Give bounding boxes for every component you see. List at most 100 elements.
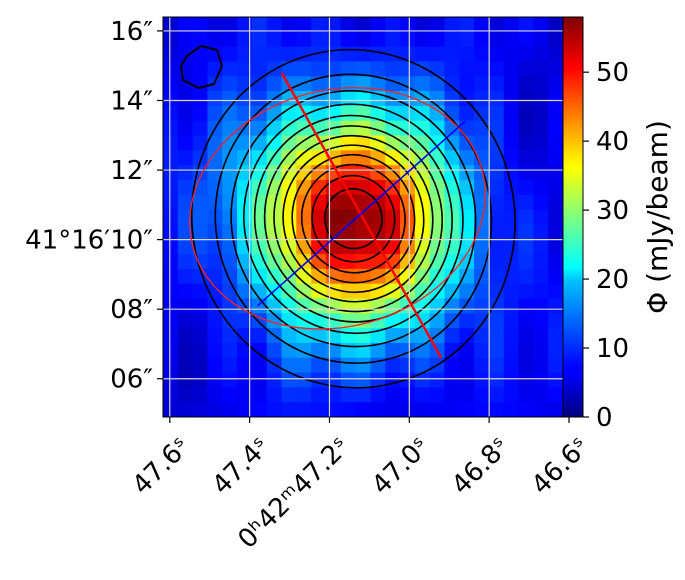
heatmap-cell (192, 209, 209, 225)
heatmap-cell (400, 357, 416, 374)
heatmap-cell (163, 342, 179, 359)
heatmap-cell (474, 372, 490, 388)
heatmap-cell (533, 224, 549, 240)
heatmap-cell (400, 17, 416, 33)
heatmap-cell (444, 387, 460, 403)
heatmap-cell (222, 342, 238, 359)
heatmap-cell (207, 165, 223, 181)
heatmap-cell (222, 120, 238, 137)
heatmap-cell (414, 372, 431, 388)
heatmap-cell (474, 194, 490, 211)
heatmap-cell (207, 402, 223, 417)
heatmap-cell (488, 313, 505, 329)
heatmap-cell (296, 357, 312, 374)
heatmap-cell (429, 387, 446, 403)
heatmap-cell (281, 283, 297, 300)
heatmap-cell (474, 165, 490, 181)
heatmap-cell (325, 402, 342, 417)
heatmap-cell (222, 61, 238, 77)
heatmap-cell (503, 31, 520, 48)
heatmap-cell (548, 372, 563, 388)
colorbar-tick-label: 10 (596, 334, 629, 364)
heatmap-cell (400, 239, 416, 255)
heatmap-cell (163, 402, 179, 417)
heatmap-cell (548, 342, 563, 359)
heatmap-cell (548, 254, 563, 270)
x-tick-label: 47.4ˢ (207, 432, 276, 501)
heatmap-cell (237, 46, 253, 63)
overlay-markers (189, 72, 486, 359)
colorbar-tick-label: 30 (596, 196, 629, 226)
heatmap-cell (207, 342, 223, 359)
heatmap-cell (237, 17, 253, 33)
heatmap-cell (163, 120, 179, 137)
y-tick-label: 08″ (110, 295, 153, 325)
heatmap-cell (296, 328, 312, 344)
heatmap-cell (222, 31, 238, 48)
heatmap-cell (503, 150, 520, 166)
heatmap-cell (370, 313, 386, 329)
heatmap-cell (251, 179, 268, 196)
heatmap-cell (370, 76, 386, 92)
heatmap-cell (177, 342, 194, 359)
heatmap-cell (163, 31, 179, 48)
heatmap-cell (192, 31, 209, 48)
heatmap-cell (192, 402, 209, 417)
heatmap-cell (281, 46, 297, 63)
heatmap-cell (177, 91, 194, 107)
heatmap-cell (370, 31, 386, 48)
heatmap-cell (518, 357, 534, 374)
heatmap-cell (385, 372, 401, 388)
heatmap-cell (503, 76, 520, 92)
heatmap-cell (385, 46, 401, 63)
heatmap-cell (163, 268, 179, 285)
heatmap-cell (222, 91, 238, 107)
heatmap-cell (222, 46, 238, 63)
heatmap-cell (548, 150, 563, 166)
heatmap-cell (296, 17, 312, 33)
heatmap-cell (429, 283, 446, 300)
heatmap-cell (474, 387, 490, 403)
heatmap-cell (207, 387, 223, 403)
heatmap-cell (311, 17, 327, 33)
heatmap-cell (400, 120, 416, 137)
heatmap-cell (340, 61, 357, 77)
heatmap-cell (311, 342, 327, 359)
heatmap-cell (237, 61, 253, 77)
heatmap-cell (474, 357, 490, 374)
heatmap-cell (400, 61, 416, 77)
heatmap-cell (548, 268, 563, 285)
heatmap-cell (222, 328, 238, 344)
heatmap-cell (251, 209, 268, 225)
heatmap-cell (266, 46, 283, 63)
heatmap-cell (503, 283, 520, 300)
heatmap-cell (400, 387, 416, 403)
heatmap-cell (444, 76, 460, 92)
heatmap-cell (192, 105, 209, 122)
heatmap-cell (474, 31, 490, 48)
heatmap-cell (488, 357, 505, 374)
heatmap-cell (474, 150, 490, 166)
heatmap-cell (207, 224, 223, 240)
heatmap-cell (414, 61, 431, 77)
heatmap-cell (207, 357, 223, 374)
heatmap-cell (237, 328, 253, 344)
heatmap-cell (222, 387, 238, 403)
heatmap-cell (414, 120, 431, 137)
heatmap-cell (444, 31, 460, 48)
heatmap-cell (355, 105, 371, 122)
heatmap-cell (444, 46, 460, 63)
heatmap-cell (340, 135, 357, 151)
heatmap-cell (533, 328, 549, 344)
y-tick-label: 06″ (110, 365, 153, 395)
heatmap-cell (518, 194, 534, 211)
heatmap-cell (503, 357, 520, 374)
heatmap-cell (266, 402, 283, 417)
heatmap-cell (192, 357, 209, 374)
contour-line (282, 144, 425, 294)
heatmap-cell (370, 268, 386, 285)
heatmap-cell (459, 120, 475, 137)
heatmap-cell (355, 179, 371, 196)
heatmap-cell (548, 76, 563, 92)
heatmap-cell (325, 46, 342, 63)
